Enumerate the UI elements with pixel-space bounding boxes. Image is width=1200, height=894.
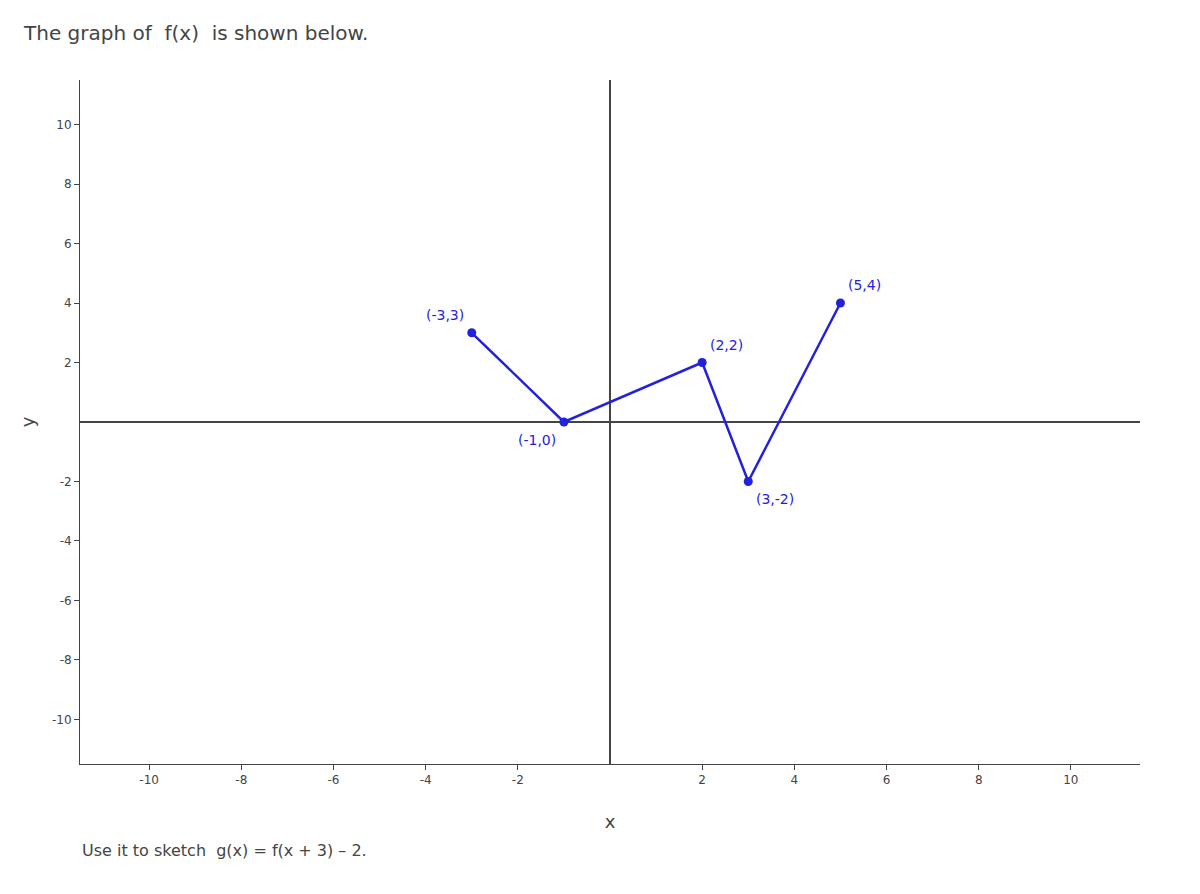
svg-text:(2,2): (2,2) [710, 337, 743, 353]
svg-text:-4: -4 [420, 773, 432, 787]
svg-text:8: 8 [975, 773, 983, 787]
svg-text:y: y [17, 416, 38, 427]
svg-text:(5,4): (5,4) [848, 277, 881, 293]
svg-text:2: 2 [698, 773, 706, 787]
svg-text:x: x [605, 811, 616, 832]
svg-text:The graph of f(x) is shown b: The graph of f(x) is shown below. [23, 21, 368, 45]
svg-text:6: 6 [64, 237, 72, 251]
svg-text:-6: -6 [327, 773, 339, 787]
svg-text:(3,-2): (3,-2) [756, 491, 794, 507]
svg-text:-10: -10 [52, 713, 72, 727]
svg-text:10: 10 [1063, 773, 1078, 787]
svg-text:2: 2 [64, 356, 72, 370]
svg-text:-2: -2 [60, 475, 72, 489]
svg-text:-8: -8 [60, 653, 72, 667]
svg-text:(-1,0): (-1,0) [518, 432, 556, 448]
svg-text:-10: -10 [139, 773, 159, 787]
svg-text:10: 10 [56, 118, 71, 132]
svg-text:-2: -2 [512, 773, 524, 787]
svg-text:Use it to sketch g(x) = f(x +: Use it to sketch g(x) = f(x + 3) – 2. [82, 841, 367, 860]
svg-text:4: 4 [791, 773, 799, 787]
svg-text:8: 8 [64, 177, 72, 191]
svg-text:4: 4 [64, 296, 72, 310]
svg-text:6: 6 [883, 773, 891, 787]
svg-text:-4: -4 [60, 534, 72, 548]
svg-text:-6: -6 [60, 594, 72, 608]
svg-text:(-3,3): (-3,3) [426, 307, 464, 323]
svg-text:-8: -8 [235, 773, 247, 787]
